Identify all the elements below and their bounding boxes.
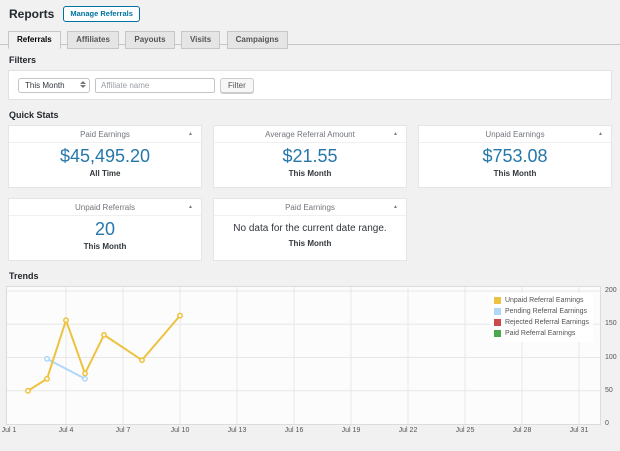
page-title: Reports [9,7,54,21]
stat-empty-message: No data for the current date range. [214,223,406,235]
x-tick-label: Jul 16 [279,427,309,434]
tab-payouts[interactable]: Payouts [125,31,174,49]
legend-swatch-pending-icon [494,308,501,315]
series-line [28,316,180,391]
collapse-icon[interactable]: ▲ [598,126,603,143]
tab-campaigns[interactable]: Campaigns [227,31,288,49]
legend-item-paid: Paid Referral Earnings [494,328,589,339]
data-point [83,371,87,375]
filter-button[interactable]: Filter [220,78,254,93]
x-tick-label: Jul 25 [450,427,480,434]
legend-swatch-unpaid-icon [494,297,501,304]
stat-card-title: Paid Earnings [80,130,130,139]
stat-card-title: Unpaid Referrals [75,203,135,212]
stat-card-title: Unpaid Earnings [485,130,544,139]
collapse-icon[interactable]: ▲ [188,126,193,143]
select-stepper-icon [80,81,86,88]
stat-card-title: Average Referral Amount [265,130,355,139]
collapse-icon[interactable]: ▲ [393,126,398,143]
x-tick-label: Jul 19 [336,427,366,434]
date-range-select[interactable]: This Month [18,78,90,93]
collapse-icon[interactable]: ▲ [188,199,193,216]
data-point [102,333,106,337]
legend-label: Rejected Referral Earnings [505,319,589,326]
stat-period: All Time [9,169,201,178]
stat-card-unpaid-earnings: Unpaid Earnings ▲ $753.08 This Month [418,125,612,188]
legend-item-unpaid: Unpaid Referral Earnings [494,295,589,306]
y-tick-label: 100 [605,354,617,361]
date-range-selected-value: This Month [25,81,65,90]
stat-period: This Month [419,169,611,178]
x-tick-label: Jul 31 [564,427,594,434]
x-tick-label: Jul 4 [51,427,81,434]
y-tick-label: 50 [605,387,613,394]
x-tick-label: Jul 1 [0,427,24,434]
legend-label: Unpaid Referral Earnings [505,297,584,304]
legend-item-pending: Pending Referral Earnings [494,306,589,317]
stat-period: This Month [9,242,201,251]
filters-panel: This Month Filter [8,70,612,100]
x-tick-label: Jul 13 [222,427,252,434]
tab-visits[interactable]: Visits [181,31,220,49]
legend-swatch-rejected-icon [494,319,501,326]
x-tick-label: Jul 28 [507,427,537,434]
chart-legend: Unpaid Referral Earnings Pending Referra… [490,293,593,342]
y-tick-label: 0 [605,420,609,427]
affiliate-name-input[interactable] [95,78,215,93]
stat-period: This Month [214,169,406,178]
legend-label: Pending Referral Earnings [505,308,587,315]
x-tick-label: Jul 22 [393,427,423,434]
tab-referrals[interactable]: Referrals [8,31,61,49]
stat-card-paid-earnings-month: Paid Earnings ▲ No data for the current … [213,198,407,261]
stat-card-unpaid-referrals: Unpaid Referrals ▲ 20 This Month [8,198,202,261]
y-tick-label: 150 [605,320,617,327]
page-header: Reports Manage Referrals [0,0,620,22]
legend-item-rejected: Rejected Referral Earnings [494,317,589,328]
legend-label: Paid Referral Earnings [505,330,575,337]
trends-heading: Trends [9,271,620,281]
collapse-icon[interactable]: ▲ [393,199,398,216]
quick-stats-grid: Paid Earnings ▲ $45,495.20 All Time Aver… [8,125,612,261]
stat-value: $753.08 [419,147,611,165]
manage-referrals-button[interactable]: Manage Referrals [63,6,140,22]
report-tabs: Referrals Affiliates Payouts Visits Camp… [0,28,620,45]
data-point [45,377,49,381]
stat-card-average-referral-amount: Average Referral Amount ▲ $21.55 This Mo… [213,125,407,188]
filters-heading: Filters [9,55,620,65]
data-point [140,358,144,362]
legend-swatch-paid-icon [494,330,501,337]
stat-value: $45,495.20 [9,147,201,165]
x-tick-label: Jul 10 [165,427,195,434]
data-point [83,377,87,381]
stat-value: 20 [9,220,201,238]
stat-value: $21.55 [214,147,406,165]
data-point [178,313,182,317]
data-point [64,318,68,322]
stat-card-paid-earnings-all-time: Paid Earnings ▲ $45,495.20 All Time [8,125,202,188]
quick-stats-heading: Quick Stats [9,110,620,120]
chart-plot-area: Unpaid Referral Earnings Pending Referra… [6,286,601,425]
data-point [26,389,30,393]
y-tick-label: 200 [605,287,617,294]
x-tick-label: Jul 7 [108,427,138,434]
data-point [45,357,49,361]
tab-affiliates[interactable]: Affiliates [67,31,119,49]
stat-period: This Month [214,239,406,248]
trends-chart: Unpaid Referral Earnings Pending Referra… [0,286,620,440]
stat-card-title: Paid Earnings [285,203,335,212]
